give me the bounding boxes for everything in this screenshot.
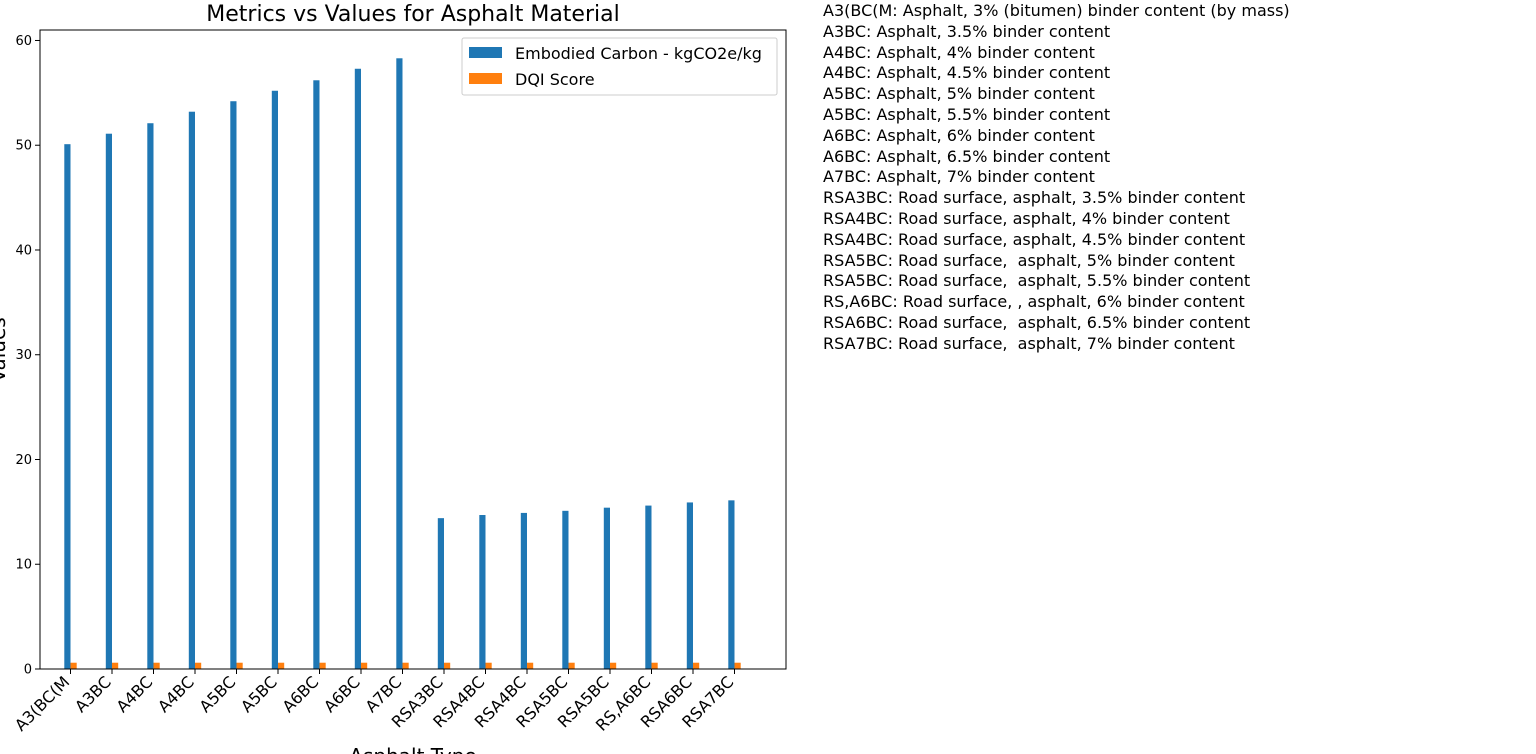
legend-label-embodied-carbon: Embodied Carbon - kgCO2e/kg bbox=[515, 44, 762, 63]
y-tick-label: 40 bbox=[15, 243, 32, 258]
chart-title: Metrics vs Values for Asphalt Material bbox=[206, 2, 619, 27]
bar-embodied-carbon bbox=[562, 510, 569, 669]
bar-dqi-score bbox=[527, 662, 534, 669]
legend-swatch-embodied-carbon bbox=[469, 47, 502, 58]
legend-swatch-dqi-score bbox=[469, 73, 502, 84]
annotation-line: A6BC: Asphalt, 6.5% binder content bbox=[823, 146, 1111, 166]
bar-embodied-carbon bbox=[188, 111, 195, 670]
annotation-line: A6BC: Asphalt, 6% binder content bbox=[823, 125, 1095, 145]
category-annotations: A3(BC(M: Asphalt, 3% (bitumen) binder co… bbox=[823, 1, 1290, 355]
annotation-line: A5BC: Asphalt, 5% binder content bbox=[823, 84, 1095, 104]
annotation-line: A3BC: Asphalt, 3.5% binder content bbox=[823, 21, 1111, 41]
bar-embodied-carbon bbox=[313, 80, 320, 669]
bar-dqi-score bbox=[485, 662, 492, 669]
y-tick-label: 50 bbox=[15, 139, 32, 154]
legend-label-dqi-score: DQI Score bbox=[515, 70, 595, 89]
bar-embodied-carbon bbox=[271, 90, 278, 669]
annotation-line: A3(BC(M: Asphalt, 3% (bitumen) binder co… bbox=[823, 1, 1290, 20]
bar-embodied-carbon bbox=[147, 123, 154, 670]
bar-dqi-score bbox=[651, 662, 658, 669]
bar-dqi-score bbox=[112, 662, 119, 669]
x-tick-label: A6BC bbox=[320, 672, 364, 716]
bar-embodied-carbon bbox=[354, 68, 361, 669]
x-tick-label: A4BC bbox=[154, 672, 198, 716]
annotation-line: RSA4BC: Road surface, asphalt, 4% binder… bbox=[823, 208, 1230, 228]
bar-embodied-carbon bbox=[64, 144, 71, 670]
y-tick-label: 30 bbox=[15, 348, 32, 363]
y-tick-label: 20 bbox=[15, 453, 32, 468]
annotation-line: RSA5BC: Road surface, asphalt, 5.5% bind… bbox=[823, 271, 1251, 291]
y-tick-label: 10 bbox=[15, 558, 32, 573]
bar-dqi-score bbox=[319, 662, 326, 669]
bar-embodied-carbon bbox=[728, 500, 735, 669]
x-tick-label: A3BC bbox=[71, 672, 115, 716]
annotation-line: RSA6BC: Road surface, asphalt, 6.5% bind… bbox=[823, 312, 1251, 332]
bar-embodied-carbon bbox=[105, 133, 112, 670]
bar-embodied-carbon bbox=[645, 505, 652, 669]
bar-dqi-score bbox=[693, 662, 700, 669]
bar-embodied-carbon bbox=[437, 518, 444, 669]
bar-dqi-score bbox=[444, 662, 451, 669]
annotation-line: RS,A6BC: Road surface, , asphalt, 6% bin… bbox=[823, 292, 1245, 312]
annotation-line: RSA4BC: Road surface, asphalt, 4.5% bind… bbox=[823, 229, 1246, 249]
bar-dqi-score bbox=[402, 662, 409, 669]
bar-dqi-score bbox=[610, 662, 617, 669]
bar-embodied-carbon bbox=[603, 507, 610, 669]
bar-dqi-score bbox=[70, 662, 77, 669]
legend: Embodied Carbon - kgCO2e/kg DQI Score bbox=[461, 37, 778, 96]
x-axis: A3(BC(MA3BCA4BCA4BCA5BCA5BCA6BCA6BCA7BCR… bbox=[11, 669, 737, 735]
y-tick-label: 0 bbox=[24, 663, 32, 678]
bar-dqi-score bbox=[568, 662, 575, 669]
annotation-line: RSA5BC: Road surface, asphalt, 5% binder… bbox=[823, 250, 1235, 270]
plot-frame bbox=[39, 29, 787, 670]
annotation-line: A5BC: Asphalt, 5.5% binder content bbox=[823, 104, 1111, 124]
y-axis-label: Values bbox=[0, 317, 10, 382]
annotation-line: A7BC: Asphalt, 7% binder content bbox=[823, 167, 1095, 187]
bar-embodied-carbon bbox=[230, 101, 237, 669]
bar-embodied-carbon bbox=[396, 58, 403, 669]
x-tick-label: A5BC bbox=[237, 672, 281, 716]
bar-chart: Metrics vs Values for Asphalt Material 0… bbox=[0, 2, 787, 754]
bar-dqi-score bbox=[153, 662, 160, 669]
legend-frame bbox=[461, 37, 778, 96]
annotation-line: A4BC: Asphalt, 4.5% binder content bbox=[823, 63, 1111, 83]
y-axis: 0 10 20 30 40 50 60 bbox=[15, 34, 40, 678]
bar-dqi-score bbox=[278, 662, 285, 669]
x-axis-label: Asphalt Type bbox=[349, 744, 476, 754]
bar-embodied-carbon bbox=[520, 512, 527, 669]
x-tick-label: A5BC bbox=[195, 672, 239, 716]
annotation-line: RSA7BC: Road surface, asphalt, 7% binder… bbox=[823, 333, 1235, 353]
bar-embodied-carbon bbox=[686, 502, 693, 669]
bar-dqi-score bbox=[361, 662, 368, 669]
bar-dqi-score bbox=[734, 662, 741, 669]
annotation-line: RSA3BC: Road surface, asphalt, 3.5% bind… bbox=[823, 188, 1246, 208]
x-tick-label: A6BC bbox=[278, 672, 322, 716]
x-tick-label: A4BC bbox=[112, 672, 156, 716]
bar-embodied-carbon bbox=[479, 515, 486, 669]
y-tick-label: 60 bbox=[15, 34, 32, 49]
bar-dqi-score bbox=[195, 662, 202, 669]
x-tick-label: A3(BC(M bbox=[11, 672, 73, 734]
bars bbox=[64, 58, 741, 670]
annotation-line: A4BC: Asphalt, 4% binder content bbox=[823, 42, 1095, 62]
bar-dqi-score bbox=[236, 662, 243, 669]
